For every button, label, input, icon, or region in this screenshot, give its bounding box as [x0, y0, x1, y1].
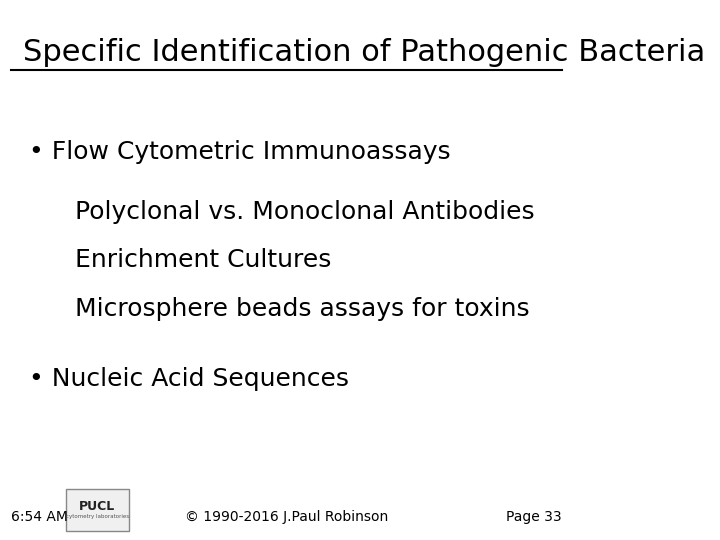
Text: PUCL: PUCL [79, 500, 116, 512]
Text: Polyclonal vs. Monoclonal Antibodies: Polyclonal vs. Monoclonal Antibodies [75, 200, 534, 224]
FancyBboxPatch shape [66, 489, 129, 531]
Text: Specific Identification of Pathogenic Bacteria: Specific Identification of Pathogenic Ba… [23, 38, 705, 67]
Text: • Nucleic Acid Sequences: • Nucleic Acid Sequences [29, 367, 348, 391]
Text: Page 33: Page 33 [506, 510, 562, 524]
Text: cytometry laboratories: cytometry laboratories [66, 515, 129, 519]
Text: Enrichment Cultures: Enrichment Cultures [75, 248, 331, 272]
Text: • Flow Cytometric Immunoassays: • Flow Cytometric Immunoassays [29, 140, 450, 164]
Text: Microsphere beads assays for toxins: Microsphere beads assays for toxins [75, 297, 529, 321]
Text: 6:54 AM: 6:54 AM [12, 510, 68, 524]
Text: © 1990-2016 J.Paul Robinson: © 1990-2016 J.Paul Robinson [185, 510, 388, 524]
